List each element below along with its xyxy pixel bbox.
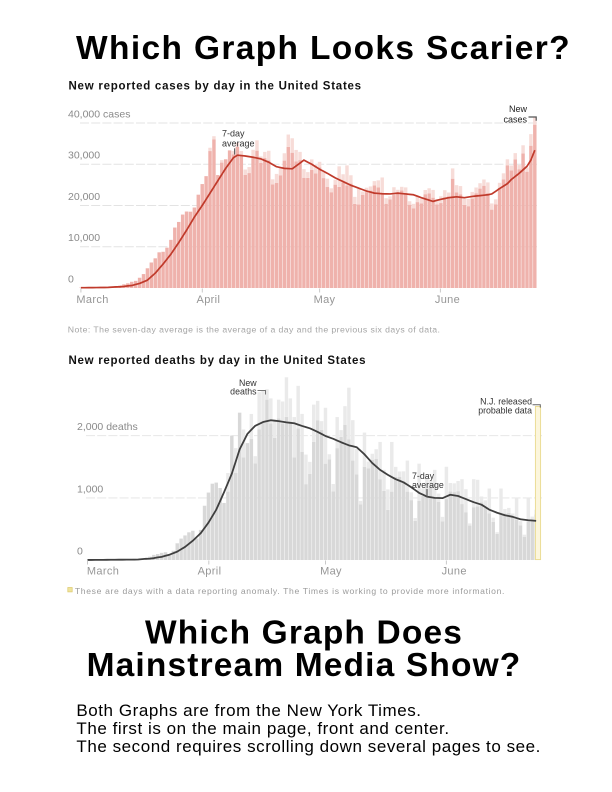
svg-text:May: May xyxy=(320,566,342,578)
svg-text:cases: cases xyxy=(503,115,527,125)
svg-text:The first is on the main page,: The first is on the main page, front and… xyxy=(76,719,449,738)
svg-text:N.J. released: N.J. released xyxy=(480,396,532,406)
svg-text:1,000: 1,000 xyxy=(77,483,103,495)
svg-text:June: June xyxy=(435,294,460,306)
svg-text:March: March xyxy=(87,566,119,578)
svg-text:New: New xyxy=(239,378,257,388)
svg-text:These are days with a data rep: These are days with a data reporting ano… xyxy=(75,586,505,596)
svg-text:May: May xyxy=(314,294,336,306)
svg-text:30,000: 30,000 xyxy=(68,150,100,162)
svg-text:probable data: probable data xyxy=(478,405,532,415)
svg-text:April: April xyxy=(198,566,222,578)
svg-text:2,000 deaths: 2,000 deaths xyxy=(77,421,138,433)
svg-text:20,000: 20,000 xyxy=(68,191,100,203)
svg-text:New: New xyxy=(509,104,528,114)
svg-text:7-day: 7-day xyxy=(222,128,245,138)
svg-text:Note: The seven-day average is: Note: The seven-day average is the avera… xyxy=(68,324,441,334)
svg-text:New reported deaths by day in: New reported deaths by day in the United… xyxy=(69,355,367,367)
svg-text:April: April xyxy=(197,294,221,306)
svg-text:March: March xyxy=(76,294,108,306)
svg-text:0: 0 xyxy=(68,274,74,286)
svg-text:deaths: deaths xyxy=(230,387,257,397)
svg-text:40,000 cases: 40,000 cases xyxy=(68,108,130,120)
svg-text:June: June xyxy=(442,566,467,578)
svg-text:Both Graphs are from the New Y: Both Graphs are from the New York Times. xyxy=(76,701,421,720)
svg-text:7-day: 7-day xyxy=(412,471,435,481)
svg-text:10,000: 10,000 xyxy=(68,232,100,244)
svg-text:Which Graph Does: Which Graph Does xyxy=(145,614,463,651)
svg-text:New reported cases by day in t: New reported cases by day in the United … xyxy=(69,80,362,92)
svg-text:average: average xyxy=(222,139,255,149)
svg-text:The second requires scrolling: The second requires scrolling down sever… xyxy=(76,737,541,756)
svg-text:average: average xyxy=(412,480,444,490)
svg-text:0: 0 xyxy=(77,546,83,558)
svg-text:Which Graph Looks Scarier?: Which Graph Looks Scarier? xyxy=(76,30,571,67)
svg-text:Mainstream Media Show?: Mainstream Media Show? xyxy=(87,647,522,684)
